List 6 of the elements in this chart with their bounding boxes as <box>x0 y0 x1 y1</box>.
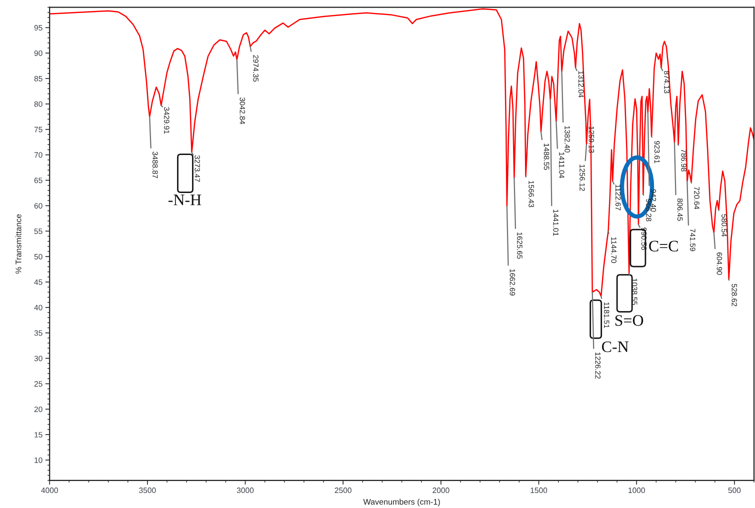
annotation: C-N <box>602 341 628 352</box>
annotation: S=O <box>615 315 644 326</box>
x-axis-title: Wavenumbers (cm-1) <box>363 498 440 506</box>
y-axis-title: % Transmittance <box>15 214 22 274</box>
annotation: C=C <box>649 240 678 252</box>
annotation: -N-H <box>168 194 202 206</box>
